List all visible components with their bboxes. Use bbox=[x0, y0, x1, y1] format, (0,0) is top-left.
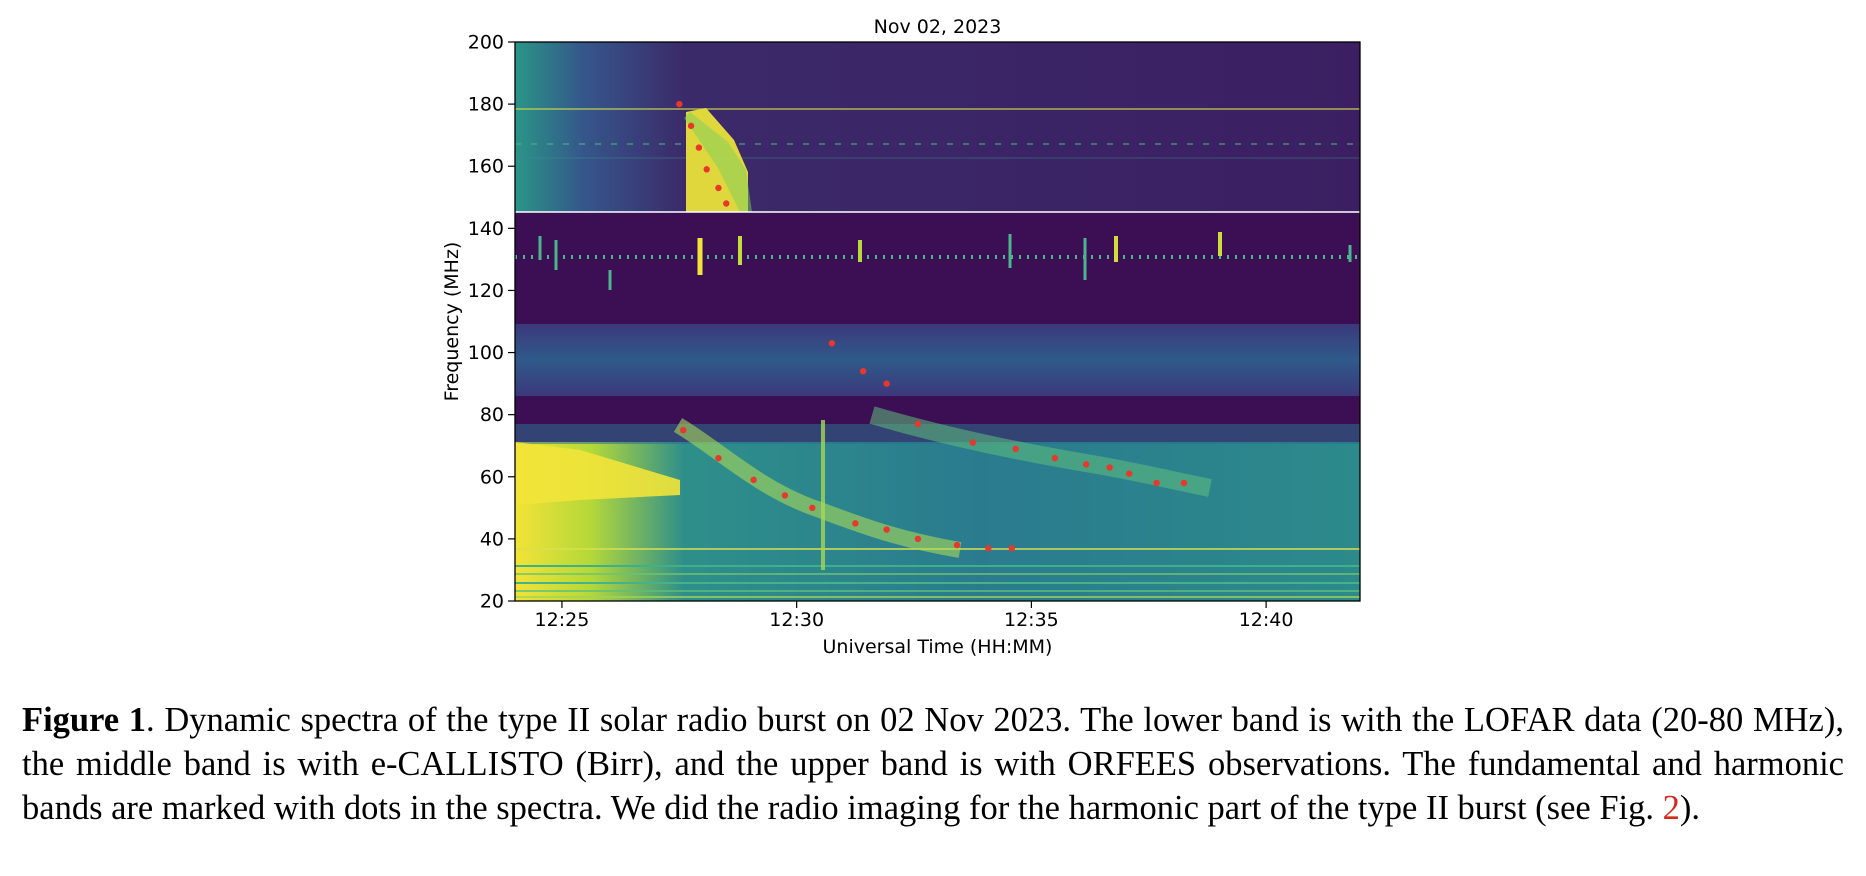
burst-marker-dot bbox=[883, 526, 890, 533]
burst-marker-dot bbox=[687, 122, 695, 130]
burst-marker-dot bbox=[703, 166, 710, 173]
burst-marker-dot bbox=[1125, 470, 1133, 477]
burst-marker-dot bbox=[859, 367, 867, 375]
harmonic-lane-2 bbox=[869, 406, 1212, 497]
lofar-band bbox=[515, 442, 1360, 601]
caption-text: . Dynamic spectra of the type II solar r… bbox=[22, 701, 1844, 827]
y-tick-label: 160 bbox=[468, 156, 504, 178]
burst-marker-dot bbox=[750, 476, 757, 484]
y-tick-label: 20 bbox=[480, 591, 504, 613]
burst-marker-dot bbox=[715, 184, 722, 192]
burst-marker-dot bbox=[723, 200, 730, 207]
burst-marker-dot bbox=[883, 380, 890, 387]
caption-tail: ). bbox=[1679, 789, 1700, 827]
x-tick-label: 12:35 bbox=[1004, 609, 1059, 631]
lofar-bright-region bbox=[515, 442, 680, 505]
burst-markers bbox=[676, 100, 1188, 552]
burst-marker-dot bbox=[695, 144, 703, 151]
burst-marker-dot bbox=[1180, 479, 1188, 487]
y-tick-label: 120 bbox=[468, 280, 504, 302]
burst-marker-dot bbox=[953, 541, 961, 549]
burst-marker-dot bbox=[1106, 464, 1113, 471]
burst-marker-dot bbox=[1051, 454, 1059, 462]
y-axis: 20 40 60 80 100 120 140 160 180 200 bbox=[468, 32, 515, 613]
x-tick-label: 12:40 bbox=[1239, 609, 1294, 631]
burst-marker-dot bbox=[715, 454, 722, 462]
burst-marker-dot bbox=[852, 520, 859, 527]
burst-marker-dot bbox=[781, 492, 789, 499]
y-axis-label: Frequency (MHz) bbox=[441, 242, 463, 402]
birr-rfi-strip bbox=[515, 232, 1360, 290]
y-tick-label: 60 bbox=[480, 466, 504, 488]
orfees-burst-halo bbox=[684, 112, 752, 212]
burst-marker-dot bbox=[676, 100, 683, 108]
y-tick-label: 200 bbox=[468, 32, 504, 54]
burst-marker-dot bbox=[914, 535, 922, 543]
y-tick-label: 140 bbox=[468, 218, 504, 240]
chart-title: Nov 02, 2023 bbox=[874, 16, 1002, 38]
burst-marker-dot bbox=[1012, 445, 1019, 453]
burst-marker-dot bbox=[1008, 545, 1016, 552]
y-tick-label: 100 bbox=[468, 342, 504, 364]
burst-marker-dot bbox=[828, 340, 836, 347]
y-tick-label: 80 bbox=[480, 404, 504, 426]
burst-marker-dot bbox=[1082, 461, 1090, 468]
burst-marker-dot bbox=[914, 420, 922, 428]
burst-marker-dot bbox=[680, 426, 687, 434]
burst-marker-dot bbox=[809, 504, 816, 512]
figure-ref-link[interactable]: 2 bbox=[1662, 789, 1680, 827]
orfees-band bbox=[515, 42, 1360, 212]
x-tick-label: 12:25 bbox=[535, 609, 590, 631]
burst-marker-dot bbox=[985, 545, 992, 552]
birr-band bbox=[515, 324, 1360, 396]
x-tick-label: 12:30 bbox=[769, 609, 824, 631]
x-axis-label: Universal Time (HH:MM) bbox=[823, 636, 1053, 658]
burst-marker-dot bbox=[969, 439, 976, 446]
y-tick-label: 180 bbox=[468, 94, 504, 116]
figure-caption: Figure 1. Dynamic spectra of the type II… bbox=[22, 698, 1844, 830]
y-tick-label: 40 bbox=[480, 528, 504, 550]
figure-label: Figure 1 bbox=[22, 701, 147, 739]
plot-frame bbox=[514, 41, 1361, 602]
x-axis: 12:25 12:30 12:35 12:40 bbox=[535, 601, 1294, 631]
harmonic-lane-1 bbox=[673, 418, 962, 558]
burst-marker-dot bbox=[1153, 479, 1160, 487]
